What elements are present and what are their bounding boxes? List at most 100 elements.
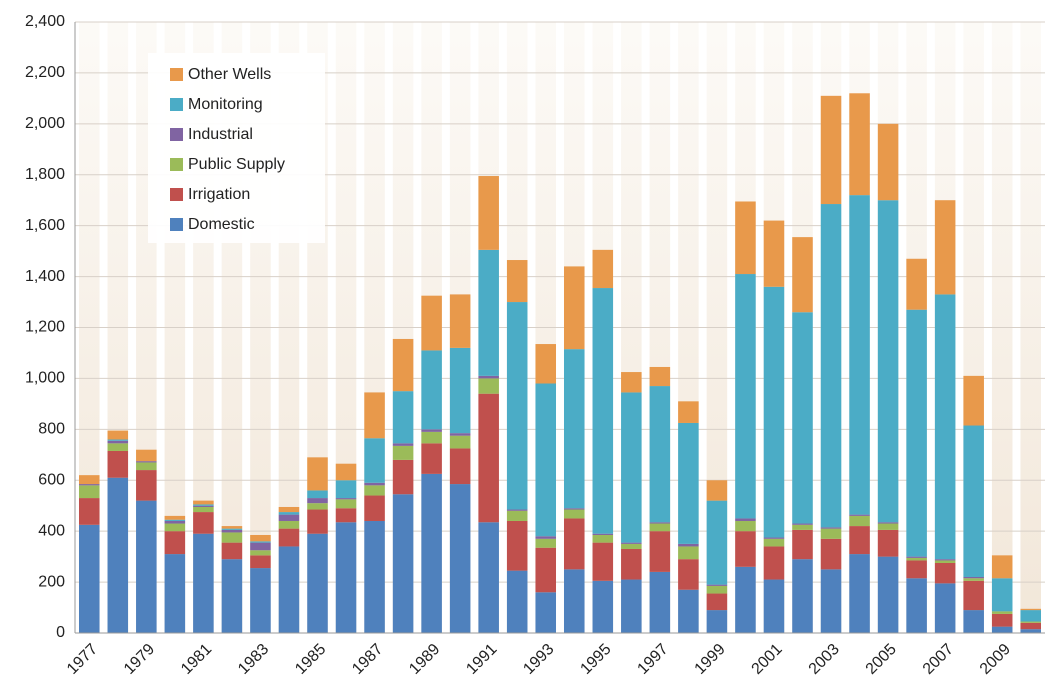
bar-segment	[649, 522, 671, 524]
bar-segment	[849, 93, 870, 196]
bar-segment	[506, 510, 528, 521]
bar-segment	[820, 538, 842, 570]
bar-segment	[421, 443, 442, 474]
bar-segment	[307, 490, 328, 499]
y-tick-label: 1,800	[25, 166, 65, 183]
bar-segment	[506, 520, 528, 571]
bar-segment	[136, 449, 157, 462]
bar-segment	[78, 498, 100, 525]
bar-segment	[1020, 608, 1042, 611]
bar-segment	[1020, 629, 1042, 633]
bar-segment	[335, 498, 357, 500]
bar-segment	[278, 546, 300, 633]
bar-segment	[78, 475, 100, 485]
bar-segment	[307, 498, 328, 504]
bar-segment	[421, 429, 442, 432]
bar-segment	[706, 480, 728, 501]
bar-segment	[820, 569, 842, 633]
bar-segment	[107, 439, 129, 441]
bar-segment	[335, 463, 357, 481]
bars	[78, 93, 1042, 633]
bar-segment	[449, 484, 471, 633]
bar-segment	[1020, 621, 1042, 623]
bar-segment	[820, 528, 842, 539]
bar-segment	[963, 578, 984, 581]
x-tick-label: 2003	[806, 641, 843, 677]
bar-segment	[535, 383, 557, 537]
bar-segment	[478, 375, 499, 379]
bar-segment	[221, 542, 243, 560]
bar-segment	[621, 392, 642, 543]
bar-segment	[792, 237, 813, 313]
bar-segment	[991, 613, 1013, 627]
bar-segment	[506, 570, 528, 633]
legend-label: Public Supply	[188, 156, 285, 173]
bar-segment	[478, 378, 499, 394]
bar-segment	[364, 392, 385, 439]
bar-segment	[849, 195, 870, 515]
bar-segment	[78, 485, 100, 499]
bar-segment	[792, 524, 813, 530]
legend-swatch	[170, 188, 183, 201]
bar-segment	[820, 527, 842, 529]
bar-segment	[906, 556, 927, 558]
bar-segment	[250, 534, 271, 542]
bar-segment	[592, 534, 614, 543]
bar-segment	[107, 430, 129, 440]
bar-segment	[392, 445, 414, 460]
bar-segment	[934, 560, 956, 563]
bar-segment	[392, 459, 414, 495]
bar-segment	[678, 589, 699, 633]
bar-segment	[221, 529, 243, 533]
legend-swatch	[170, 68, 183, 81]
bar-segment	[906, 309, 927, 557]
bar-segment	[621, 542, 642, 544]
bar-segment	[250, 555, 271, 569]
bar-segment	[706, 585, 728, 594]
bar-segment	[763, 537, 785, 539]
bar-segment	[934, 294, 956, 560]
bar-segment	[421, 431, 442, 444]
bar-segment	[991, 611, 1013, 614]
bar-segment	[449, 435, 471, 449]
bar-segment	[307, 503, 328, 510]
bar-segment	[535, 547, 557, 593]
bar-segment	[735, 274, 756, 519]
y-tick-label: 200	[38, 573, 65, 590]
bar-segment	[193, 504, 214, 506]
bar-segment	[535, 536, 557, 539]
bar-segment	[963, 576, 984, 579]
bar-segment	[934, 200, 956, 295]
bar-segment	[849, 526, 870, 555]
x-tick-label: 1981	[178, 641, 215, 677]
bar-segment	[136, 462, 157, 471]
legend-label: Other Wells	[188, 66, 271, 83]
bar-segment	[649, 366, 671, 387]
bar-segment	[563, 508, 585, 510]
legend-label: Industrial	[188, 126, 253, 143]
bar-segment	[563, 266, 585, 350]
bar-segment	[221, 559, 243, 633]
bar-segment	[991, 555, 1013, 579]
bar-segment	[221, 526, 243, 529]
legend-box	[148, 53, 325, 243]
bar-segment	[278, 514, 300, 521]
bar-segment	[335, 508, 357, 523]
bar-segment	[563, 349, 585, 509]
bar-segment	[335, 522, 357, 633]
y-tick-label: 2,000	[25, 115, 65, 132]
bar-segment	[649, 386, 671, 523]
bar-segment	[78, 524, 100, 633]
bar-segment	[421, 350, 442, 430]
bar-segment	[136, 461, 157, 463]
bar-segment	[449, 433, 471, 436]
bar-segment	[592, 580, 614, 633]
bar-segment	[164, 523, 186, 532]
bar-segment	[877, 523, 899, 530]
bar-segment	[335, 480, 357, 499]
bar-segment	[592, 288, 614, 534]
bar-segment	[678, 401, 699, 423]
y-tick-label: 800	[38, 421, 65, 438]
bar-segment	[706, 500, 728, 585]
bar-segment	[278, 506, 300, 513]
